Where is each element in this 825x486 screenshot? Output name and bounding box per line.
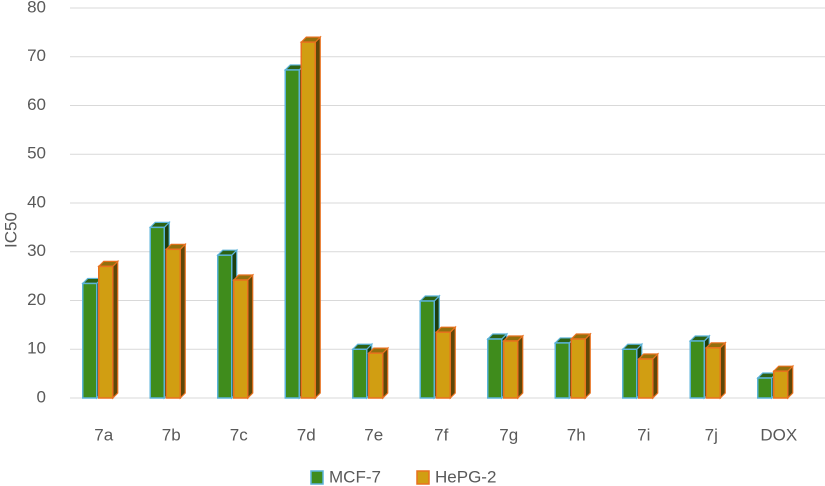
bar-front [689, 340, 705, 399]
y-tick-label: 20 [27, 290, 46, 309]
y-tick-label: 10 [27, 339, 46, 358]
bar-front [622, 348, 638, 399]
x-tick-label: 7i [637, 425, 650, 444]
x-tick-label: 7j [705, 425, 718, 444]
bar-front [149, 226, 165, 399]
bar [97, 259, 120, 400]
bar [569, 332, 592, 400]
bar-front [217, 254, 233, 399]
bar-front [165, 248, 181, 399]
bar-front [638, 358, 654, 399]
x-tick-label: 7d [297, 425, 316, 444]
bar-front [284, 69, 300, 399]
bar [772, 364, 795, 400]
bar [164, 242, 187, 400]
x-tick-label: 7c [230, 425, 248, 444]
legend-label: MCF-7 [329, 467, 381, 486]
bar [299, 35, 322, 400]
bar [232, 273, 255, 400]
bar-front [233, 279, 249, 399]
x-tick-label: 7e [364, 425, 383, 444]
bar-front [757, 377, 773, 399]
y-axis-label: IC50 [1, 212, 20, 248]
bar [502, 334, 525, 400]
y-tick-label: 0 [37, 387, 46, 406]
legend-swatch [310, 470, 324, 485]
legend-swatch [416, 470, 430, 485]
bar [434, 325, 457, 400]
bar-front [82, 282, 98, 399]
x-tick-label: 7b [162, 425, 181, 444]
y-tick-label: 70 [27, 46, 46, 65]
x-tick-label: 7h [567, 425, 586, 444]
x-tick-label: DOX [760, 425, 797, 444]
bar-front [435, 331, 451, 399]
bar-front [503, 340, 519, 399]
bar [637, 352, 660, 400]
bar-front [705, 347, 721, 399]
y-tick-label: 40 [27, 192, 46, 211]
legend-label: HePG-2 [435, 467, 496, 486]
bar-front [570, 338, 586, 399]
bar-front [419, 300, 435, 399]
bar-front [368, 352, 384, 399]
bar [704, 341, 727, 400]
bar-front [98, 265, 114, 399]
bar-front [352, 348, 368, 399]
bar [367, 346, 390, 400]
y-tick-label: 50 [27, 144, 46, 163]
bar-front [487, 338, 503, 399]
x-tick-label: 7g [499, 425, 518, 444]
bar-front [773, 370, 789, 399]
y-tick-label: 80 [27, 0, 46, 16]
y-tick-label: 30 [27, 241, 46, 260]
x-tick-label: 7a [94, 425, 113, 444]
y-tick-label: 60 [27, 95, 46, 114]
bar-front [554, 342, 570, 399]
bar-front [300, 41, 316, 399]
x-tick-label: 7f [434, 425, 448, 444]
